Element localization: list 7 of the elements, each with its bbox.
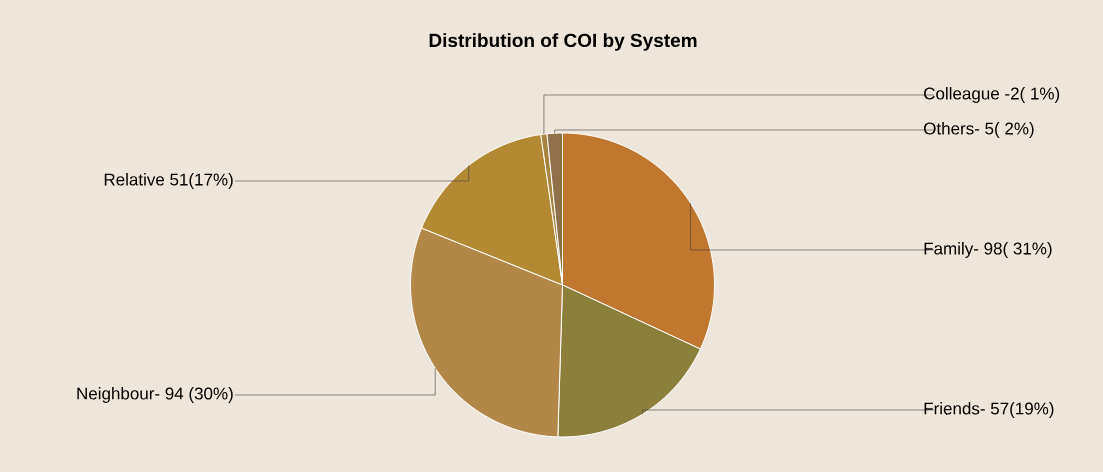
- slice-label: Family- 98( 31%): [924, 242, 1052, 258]
- slice-label: Others- 5( 2%): [924, 122, 1034, 138]
- slice-label: Friends- 57(19%): [924, 402, 1054, 418]
- slice-label: Relative 51(17%): [104, 173, 233, 189]
- slice-label: Colleague -2( 1%): [924, 87, 1060, 103]
- chart-title: Distribution of COI by System: [429, 33, 697, 51]
- slice-label: Neighbour- 94 (30%): [77, 387, 233, 403]
